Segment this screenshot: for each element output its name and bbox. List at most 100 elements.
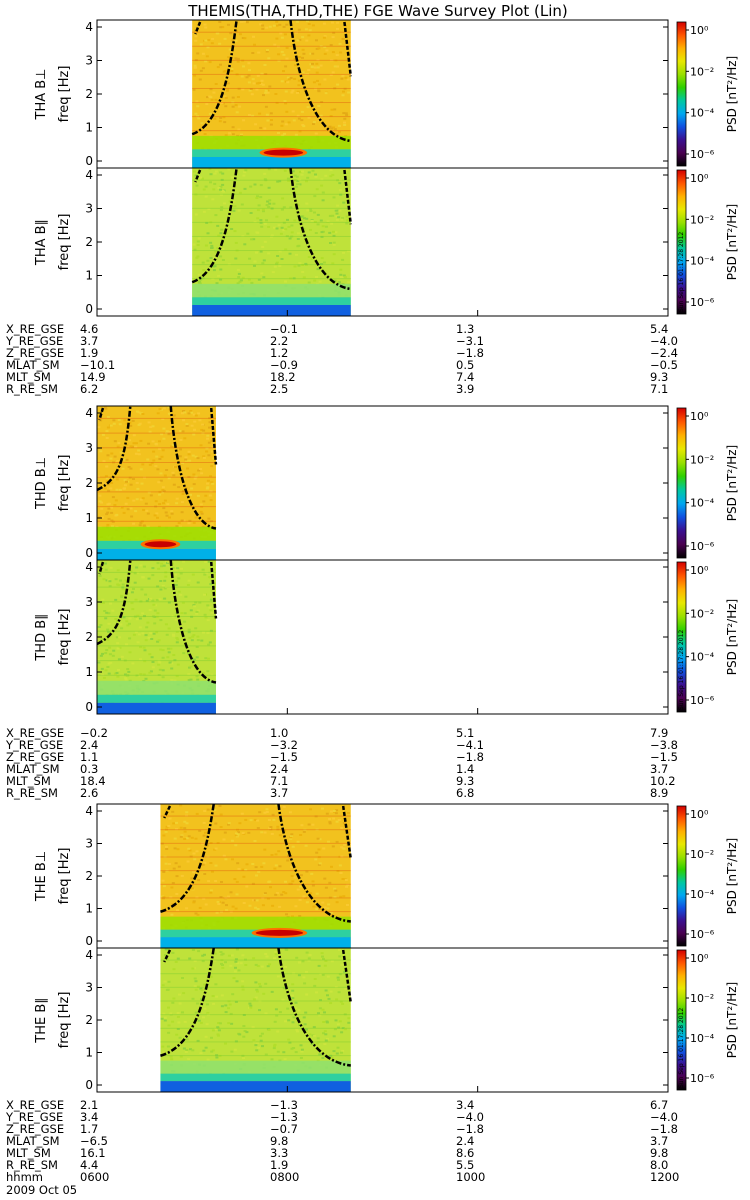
ephemeris-label: Y_RE_GSE [5, 1110, 63, 1124]
colorbar-label: PSD [nT²/Hz] [725, 838, 739, 914]
y-tick-label: 2 [85, 476, 93, 490]
ephemeris-value: 0.5 [456, 358, 474, 372]
ephemeris-value: −1.8 [456, 346, 484, 360]
ephemeris-value: 18.4 [80, 774, 106, 788]
panel-label: THD B⊥ [34, 457, 49, 510]
ephemeris-value: 9.8 [650, 1146, 668, 1160]
y-tick-label: 4 [85, 168, 93, 182]
ephemeris-value: 8.6 [456, 1146, 474, 1160]
ephemeris-value: 2.1 [80, 1098, 98, 1112]
ephemeris-label: MLAT_SM [6, 762, 60, 776]
ephemeris-thd: X_RE_GSE −0.2 1.0 5.1 7.9 Y_RE_GSE 2.4 −3.2 −4.1… [5, 726, 678, 800]
gyrofrequency-curve [277, 803, 351, 923]
ephemeris-value: 9.3 [650, 370, 668, 384]
gyrofrequency-curve [163, 949, 172, 963]
colorbar-tick-label: 10⁻⁶ [690, 694, 715, 707]
ephemeris-value: 6.2 [80, 382, 98, 396]
ephemeris-value: 2.4 [456, 1134, 474, 1148]
ephemeris-value: 1.1 [80, 750, 98, 764]
ephemeris-value: −0.7 [270, 1122, 298, 1136]
y-tick-label: 0 [85, 302, 93, 316]
colorbar-tick-label: 10⁰ [690, 172, 709, 185]
colorbar-tick-label: 10⁻⁶ [690, 540, 715, 553]
ephemeris-value: 2.5 [270, 382, 288, 396]
gyrofrequency-curve [194, 169, 202, 183]
ephemeris-label: R_RE_SM [6, 382, 58, 396]
ephemeris-value: 3.3 [270, 1146, 288, 1160]
colorbar-label: PSD [nT²/Hz] [725, 445, 739, 521]
ephemeris-value: −3.1 [456, 334, 484, 348]
colorbar-tick-label: 10⁻² [690, 213, 714, 226]
ephemeris-value: 3.7 [650, 762, 668, 776]
y-tick-label: 0 [85, 1078, 93, 1092]
colorbar: 10⁰ 10⁻² 10⁻⁴ 10⁻⁶ PSD [nT²/Hz] [676, 21, 739, 167]
panel-label: THA B⊥ [34, 69, 49, 121]
ephemeris-value: −4.0 [456, 1110, 484, 1124]
gyrofrequency-curve [191, 19, 238, 136]
panel-label: THD B∥ [34, 613, 49, 661]
ephemeris-label: Z_RE_GSE [6, 750, 64, 764]
ephemeris-value: −1.8 [456, 750, 484, 764]
y-tick-label: 2 [85, 235, 93, 249]
ephemeris-value: 1200 [650, 1170, 679, 1184]
colorbar-tick-label: 10⁰ [690, 410, 709, 423]
colorbar-tick-label: 10⁰ [690, 808, 709, 821]
ephemeris-tha: X_RE_GSE 4.6 −0.1 1.3 5.4Y_RE_GSE 3.7 2.2 −3.1−… [5, 322, 678, 396]
panel-frame [96, 167, 669, 317]
ephemeris-value: 3.7 [650, 1134, 668, 1148]
colorbar-tick-label: 10⁻⁶ [690, 928, 715, 941]
ephemeris-value: 7.4 [456, 370, 474, 384]
y-tick-label: 3 [85, 981, 93, 995]
y-tick-label: 0 [85, 934, 93, 948]
ephemeris-label: Z_RE_GSE [6, 1122, 64, 1136]
ephemeris-value: 0600 [80, 1170, 109, 1184]
ephemeris-label: R_RE_SM [6, 1158, 58, 1172]
ephemeris-value: −4.0 [650, 334, 678, 348]
colorbar-label: PSD [nT²/Hz] [725, 204, 739, 280]
colorbar-tick-label: 10⁻⁴ [690, 497, 715, 510]
colorbar-tick-label: 10⁻⁴ [690, 651, 715, 664]
y-tick-label: 4 [85, 406, 93, 420]
y-tick-label: 4 [85, 20, 93, 34]
ephemeris-value: 9.3 [456, 774, 474, 788]
gyrofrequency-curve [289, 167, 351, 291]
ephemeris-value: 3.4 [80, 1110, 98, 1124]
ephemeris-label: MLAT_SM [6, 1134, 60, 1148]
y-tick-label: 2 [85, 87, 93, 101]
colorbar-label: PSD [nT²/Hz] [725, 56, 739, 132]
ephemeris-value: −3.2 [270, 738, 298, 752]
y-tick-label: 3 [85, 54, 93, 68]
y-tick-label: 1 [85, 269, 93, 283]
ephemeris-value: 1.9 [270, 1158, 288, 1172]
y-tick-label: 2 [85, 630, 93, 644]
ephemeris-value: 5.1 [456, 726, 474, 740]
gyrofrequency-curve [194, 21, 202, 35]
panel-tha-bpar: 0 1 2 3 4 THA B∥ freq [Hz] 10⁰ 10⁻² 10⁻⁴ 10⁻⁶ PSD [… [34, 167, 739, 317]
colorbar-tick-label: 10⁻² [690, 607, 714, 620]
ephemeris-value: 14.9 [80, 370, 106, 384]
ephemeris-value: 18.2 [270, 370, 296, 384]
gyrofrequency-curve [343, 21, 353, 77]
colorbar: 10⁰ 10⁻² 10⁻⁴ 10⁻⁶ PSD [nT²/Hz] Sun Sep 16 01… [676, 561, 739, 713]
gyrofrequency-curve [98, 407, 105, 421]
figure-title: THEMIS(THA,THD,THE) FGE Wave Survey Plot… [187, 2, 568, 20]
y-tick-label: 3 [85, 837, 93, 851]
ephemeris-value: 2.4 [80, 738, 98, 752]
colorbar: 10⁰ 10⁻² 10⁻⁴ 10⁻⁶ PSD [nT²/Hz] Sun Sep 16 01… [676, 169, 739, 315]
timestamp-stamp: Sun Sep 16 01:17:28 2012 [678, 232, 685, 312]
ephemeris-value: −0.5 [650, 358, 678, 372]
ephemeris-value: 2.4 [270, 762, 288, 776]
panel-label: THA B∥ [34, 219, 49, 266]
colorbar-label: PSD [nT²/Hz] [725, 599, 739, 675]
colorbar-tick-label: 10⁻⁴ [690, 107, 715, 120]
y-tick-label: 1 [85, 121, 93, 135]
ephemeris-label: MLT_SM [6, 1146, 51, 1160]
ephemeris-value: 1.4 [456, 762, 474, 776]
y-axis-label: freq [Hz] [57, 848, 72, 905]
ephemeris-value: 1.7 [80, 1122, 98, 1136]
panel-label: THE B∥ [34, 997, 49, 1043]
y-tick-label: 3 [85, 441, 93, 455]
y-tick-label: 0 [85, 154, 93, 168]
ephemeris-value: 8.0 [650, 1158, 668, 1172]
ephemeris-value: 4.6 [80, 322, 98, 336]
